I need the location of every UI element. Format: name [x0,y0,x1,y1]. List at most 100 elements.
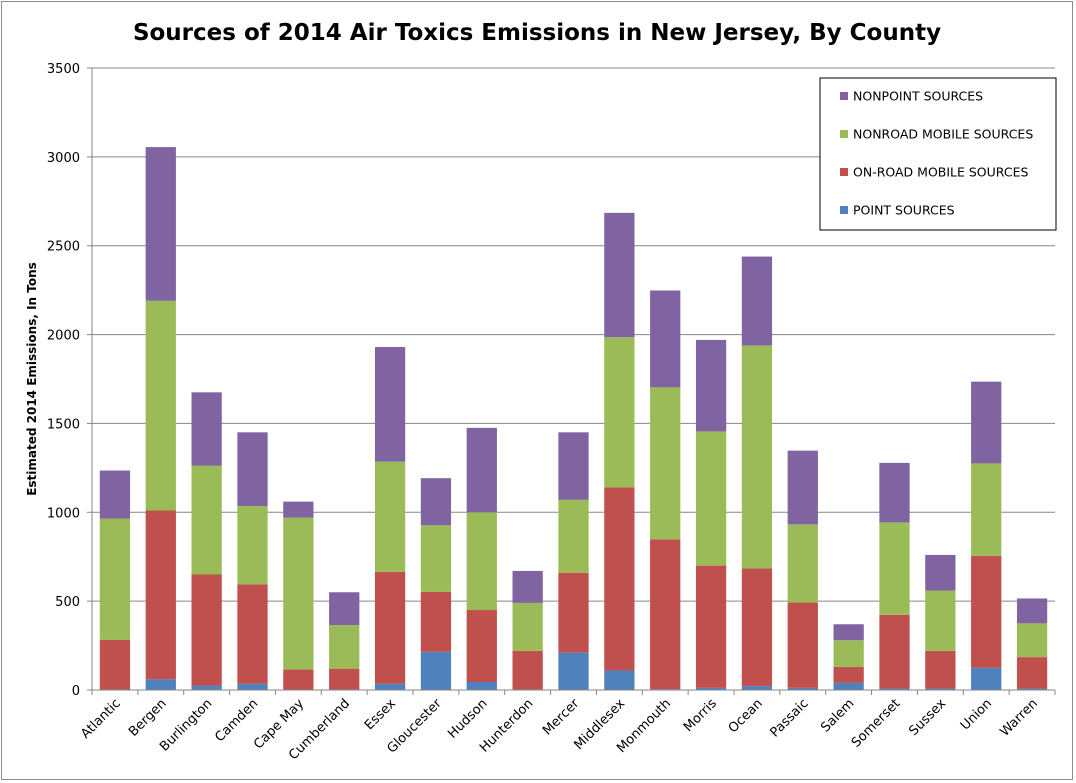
bar-segment [971,463,1002,556]
bar-segment [787,602,818,688]
bar-segment [604,670,635,690]
x-tick-label: Hudson [445,696,490,741]
bar-segment [879,688,910,690]
bar-segment [466,682,497,690]
bar-segment [283,669,314,690]
bar-segment [879,522,910,615]
bar-segment [604,212,635,338]
x-tick-label: Salem [818,696,857,735]
bar-segment [695,565,727,688]
bar-segment [833,624,864,641]
bar-segment [191,392,222,466]
bar-segment [650,290,681,388]
bar-segment [650,387,681,540]
bar-segment [971,667,1002,690]
bar-segment [99,639,131,690]
x-tick-label: Mercer [540,696,583,739]
bar-segment [466,512,497,611]
legend-label: POINT SOURCES [853,203,955,218]
bar-segment [971,381,1002,464]
bar-segment [237,683,268,690]
bar-segment [99,470,131,519]
bar-segment [558,572,589,653]
bar-segment [879,614,910,689]
bar-segment [237,506,268,585]
bar-segment [925,590,956,651]
bar-segment [329,625,360,669]
x-tick-label: Ocean [726,696,766,736]
bar-segment [237,584,268,684]
y-tick-label: 3000 [47,151,80,166]
bar-segment [145,679,176,690]
legend-label: NONPOINT SOURCES [853,89,983,104]
bar-segment [787,524,818,603]
bar-segment [420,591,452,652]
bar-segment [420,651,452,690]
bar-segment [925,650,956,689]
x-tick-label: Atlantic [78,696,124,742]
legend-swatch [840,92,848,100]
bar-segment [741,568,773,687]
x-tick-label: Sussex [906,696,949,739]
x-tick-label: Bergen [126,696,170,740]
bar-segment [695,339,727,432]
bar-segment [145,510,176,680]
legend-swatch [840,168,848,176]
y-tick-label: 0 [72,684,80,699]
bar-segment [741,686,773,690]
y-tick-label: 2000 [47,329,80,344]
bar-segment [191,574,222,686]
bar-segment [604,487,635,671]
bar-segment [420,525,452,592]
bar-segment [1016,623,1048,658]
bar-segment [879,462,910,523]
bar-segment [1016,598,1048,624]
bar-segment [145,147,176,301]
bar-segment [191,685,222,690]
bar-segment [466,427,497,513]
y-tick-label: 1500 [47,417,80,432]
legend-swatch [840,130,848,138]
bar-segment [512,570,543,603]
legend-box [819,77,1057,231]
y-tick-label: 2500 [47,240,80,255]
x-tick-label: Passaic [767,696,811,740]
bar-segment [833,640,864,667]
bar-segment [512,602,543,651]
y-tick-label: 1000 [47,506,80,521]
legend-label: NONROAD MOBILE SOURCES [853,127,1033,142]
bar-segment [695,687,727,690]
bar-segment [558,432,589,500]
bar-segment [191,465,222,575]
bar-segment [695,431,727,566]
bar-segment [329,668,360,690]
bar-segment [283,517,314,670]
y-tick-label: 500 [55,595,80,610]
bar-segment [558,499,589,573]
bar-segment [1016,688,1048,690]
bar-segment [558,652,589,690]
bar-segment [145,300,176,511]
bar-segment [374,571,406,684]
bar-segment [374,461,406,572]
bar-segment [925,554,956,591]
legend-swatch [840,206,848,214]
bar-segment [971,555,1002,668]
legend: NONPOINT SOURCES NONROAD MOBILE SOURCES ON… [819,77,1057,231]
bar-segment [283,501,314,518]
x-tick-label: Somerset [849,696,904,751]
y-tick-labels: 0 500 1000 1500 2000 2500 3000 3500 [47,62,92,699]
bar-segment [833,666,864,683]
chart-title: Sources of 2014 Air Toxics Emissions in … [133,20,941,46]
x-tick-label: Warren [997,696,1040,739]
y-tick-label: 3500 [47,62,80,77]
bar-segment [787,687,818,690]
bar-segment [787,450,818,525]
bar-segment [650,539,681,690]
bar-segment [604,337,635,488]
bar-segment [466,610,497,683]
bar-segment [99,518,131,640]
bar-segment [374,683,406,690]
